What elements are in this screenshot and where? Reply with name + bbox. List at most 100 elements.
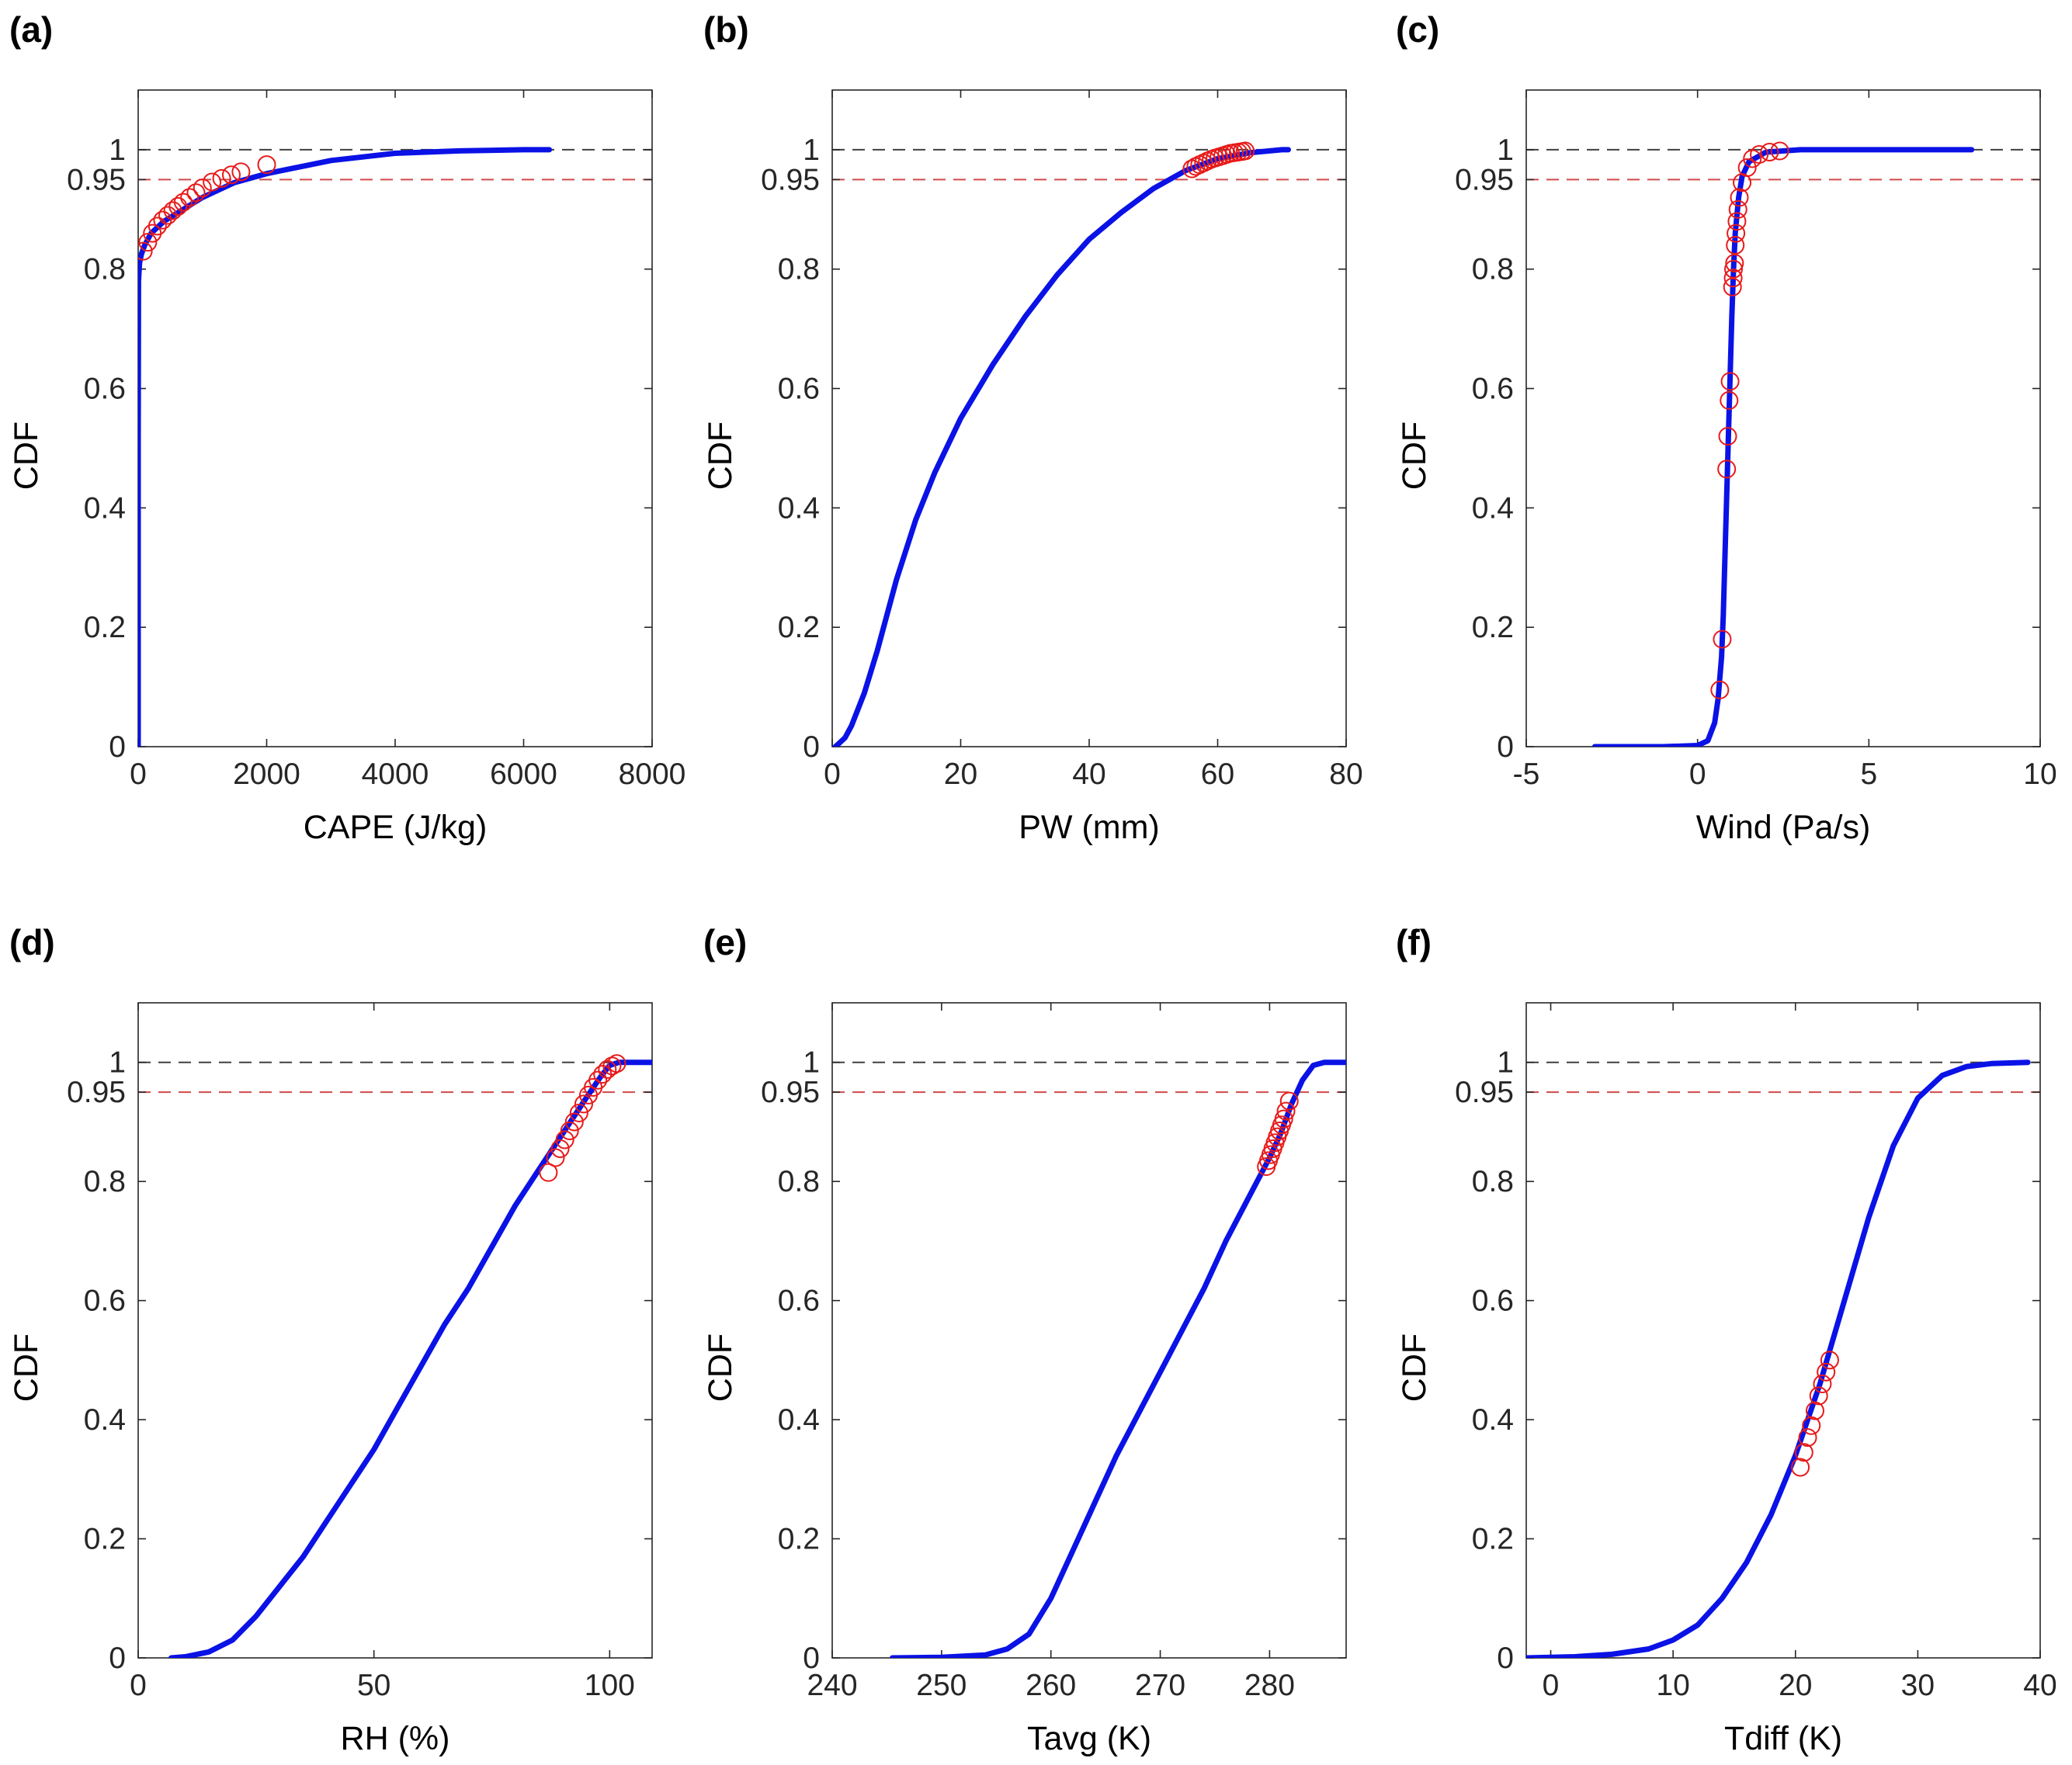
y-axis-title: CDF bbox=[702, 421, 739, 490]
exceedance-marker bbox=[1720, 390, 1739, 410]
y-tick-label: 0.2 bbox=[84, 1523, 126, 1556]
x-axis-title: Wind (Pa/s) bbox=[1696, 809, 1871, 846]
exceedance-marker bbox=[1802, 1416, 1821, 1435]
exceedance-marker bbox=[560, 1121, 579, 1140]
exceedance-marker bbox=[257, 155, 276, 175]
exceedance-marker bbox=[555, 1130, 574, 1150]
x-tick-label: 20 bbox=[1779, 1669, 1812, 1702]
exceedance-marker bbox=[1805, 1401, 1824, 1420]
chart-panel-a: (a) 0 0.2 0.4 0.6 0.8 0.951 0 2000 4000 6000 8000 CA… bbox=[8, 9, 685, 846]
cdf-line bbox=[832, 147, 1291, 747]
axes-box bbox=[831, 1002, 1347, 1659]
y-tick-label: 0.6 bbox=[1472, 373, 1514, 406]
plot-area bbox=[138, 147, 553, 747]
exceedance-marker bbox=[138, 233, 158, 252]
exceedance-marker bbox=[1236, 141, 1255, 161]
plot-area bbox=[890, 1059, 1346, 1658]
exceedance-marker bbox=[186, 183, 206, 203]
y-tick-label: 0 bbox=[1497, 1642, 1514, 1675]
exceedance-marker bbox=[607, 1054, 626, 1073]
x-tick-label: -5 bbox=[1513, 758, 1540, 791]
x-tick-label: 6000 bbox=[490, 758, 557, 791]
y-tick-label: 0.8 bbox=[84, 1165, 126, 1198]
x-axis-title: RH (%) bbox=[341, 1720, 450, 1757]
y-tick-label: 0.8 bbox=[778, 1165, 820, 1198]
panel-letter: (f) bbox=[1396, 922, 1432, 962]
exceedance-marker bbox=[569, 1103, 588, 1122]
exceedance-marker bbox=[1730, 188, 1749, 207]
cdf-line bbox=[890, 1059, 1346, 1658]
exceedance-marker bbox=[1724, 259, 1744, 279]
y-tick-label: 0.4 bbox=[84, 491, 126, 525]
x-tick-label: 0 bbox=[130, 1669, 147, 1702]
axes-box bbox=[831, 89, 1347, 747]
chart-panel-e: (e) 0 0.2 0.4 0.6 0.8 0.951 240 250 260 270 280 Tavg… bbox=[702, 922, 1347, 1757]
x-axis-title: CAPE (J/kg) bbox=[304, 809, 488, 846]
y-tick-label: 0.6 bbox=[1472, 1285, 1514, 1318]
x-tick-label: 8000 bbox=[619, 758, 686, 791]
y-tick-label: 1 bbox=[1497, 134, 1514, 167]
exceedance-marker bbox=[1760, 142, 1779, 161]
chart-panel-d: (d) 0 0.2 0.4 0.6 0.8 0.951 0 50 100 RH (%) CDF bbox=[8, 922, 653, 1757]
exceedance-marker bbox=[1727, 224, 1746, 243]
y-tick-label: 0.6 bbox=[84, 373, 126, 406]
exceedance-marker bbox=[1723, 269, 1743, 288]
x-tick-label: 80 bbox=[1329, 758, 1362, 791]
y-tick-label: 0 bbox=[1497, 730, 1514, 764]
x-tick-label: 50 bbox=[357, 1669, 390, 1702]
y-tick-label: 0 bbox=[803, 730, 820, 764]
cdf-line bbox=[1526, 1059, 2031, 1658]
axes-box bbox=[1525, 89, 2041, 747]
y-tick-label: 1 bbox=[109, 1046, 126, 1080]
y-axis-title: CDF bbox=[1396, 421, 1433, 490]
exceedance-marker bbox=[168, 196, 188, 216]
x-tick-label: 0 bbox=[1689, 758, 1706, 791]
axes-box bbox=[1525, 1002, 2041, 1659]
exceedance-marker bbox=[1276, 1101, 1296, 1121]
plot-area bbox=[168, 1054, 652, 1658]
y-tick-label: 0.2 bbox=[778, 1523, 820, 1556]
x-tick-label: 40 bbox=[2023, 1669, 2056, 1702]
y-tick-label: 0.4 bbox=[778, 491, 820, 525]
exceedance-marker bbox=[1798, 1428, 1817, 1448]
panel-letter: (a) bbox=[9, 9, 53, 50]
exceedance-marker bbox=[221, 165, 241, 185]
panel-letter: (b) bbox=[703, 9, 749, 50]
y-axis-title: CDF bbox=[1396, 1333, 1433, 1402]
exceedance-marker bbox=[1728, 199, 1747, 219]
cdf-line bbox=[138, 147, 553, 747]
y-tick-label: 1 bbox=[803, 1046, 820, 1080]
y-tick-label: 1 bbox=[109, 134, 126, 167]
exceedance-marker bbox=[1723, 277, 1742, 296]
exceedance-marker bbox=[212, 168, 231, 188]
exceedance-marker bbox=[546, 1148, 565, 1167]
exceedance-marker bbox=[564, 1112, 584, 1132]
panel-letter: (c) bbox=[1396, 9, 1439, 50]
chart-panel-b: (b) 0 0.2 0.4 0.6 0.8 0.951 0 20 40 60 80 PW (mm) CDF bbox=[702, 9, 1363, 846]
plot-area bbox=[832, 141, 1291, 747]
y-tick-label: 0.4 bbox=[778, 1403, 820, 1437]
y-tick-label: 0.8 bbox=[778, 253, 820, 286]
exceedance-marker bbox=[1737, 158, 1757, 177]
x-tick-label: 270 bbox=[1135, 1669, 1185, 1702]
y-tick-label: 0.2 bbox=[778, 611, 820, 644]
exceedance-marker bbox=[231, 162, 251, 182]
y-axis-title: CDF bbox=[8, 421, 45, 490]
cdf-line bbox=[1591, 147, 1975, 747]
y-tick-label: 0.95 bbox=[761, 163, 820, 196]
y-tick-label: 0.2 bbox=[1472, 1523, 1514, 1556]
y-tick-label: 0.4 bbox=[1472, 1403, 1514, 1437]
exceedance-marker bbox=[173, 192, 193, 212]
exceedance-marker bbox=[1710, 680, 1730, 699]
y-tick-label: 0 bbox=[803, 1642, 820, 1675]
y-tick-label: 0.95 bbox=[1455, 1076, 1514, 1109]
x-tick-label: 0 bbox=[130, 758, 147, 791]
x-axis-title: Tavg (K) bbox=[1027, 1720, 1151, 1757]
y-tick-label: 1 bbox=[1497, 1046, 1514, 1080]
x-tick-label: 250 bbox=[916, 1669, 967, 1702]
x-tick-label: 10 bbox=[2023, 758, 2056, 791]
y-tick-label: 0 bbox=[109, 730, 126, 764]
